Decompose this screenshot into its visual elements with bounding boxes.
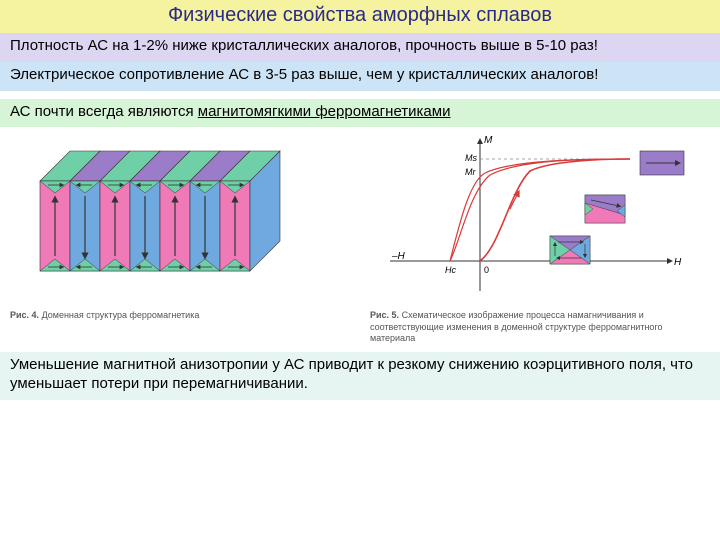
label-Ms: Ms bbox=[465, 153, 477, 163]
axis-M: M bbox=[484, 135, 493, 146]
bottom-band-text: Уменьшение магнитной анизотропии у АС пр… bbox=[10, 356, 693, 392]
figure-5-caption: Рис. 5. Схематическое изображение процес… bbox=[370, 310, 710, 344]
property-band-3-underlined: магнитомягкими ферромагнетиками bbox=[198, 103, 451, 120]
property-band-2: Электрическое сопротивление АС в 3-5 раз… bbox=[0, 62, 720, 91]
axis-negH: –H bbox=[391, 251, 406, 262]
property-band-3: АС почти всегда являются магнитомягкими … bbox=[0, 99, 720, 128]
figure-4-caption-text: Доменная структура ферромагнетика bbox=[39, 310, 199, 320]
label-Mr: Mr bbox=[465, 167, 476, 177]
property-band-1-text: Плотность АС на 1-2% ниже кристаллически… bbox=[10, 37, 598, 54]
property-band-1: Плотность АС на 1-2% ниже кристаллически… bbox=[0, 33, 720, 62]
figure-4: Рис. 4. Доменная структура ферромагнетик… bbox=[10, 131, 350, 344]
label-Hc: Hc bbox=[445, 265, 456, 275]
slide-title-text: Физические свойства аморфных сплавов bbox=[168, 4, 552, 26]
property-band-2-text: Электрическое сопротивление АС в 3-5 раз… bbox=[10, 66, 598, 83]
figure-4-svg bbox=[10, 131, 310, 301]
figure-4-caption-num: Рис. 4. bbox=[10, 310, 39, 320]
slide-title: Физические свойства аморфных сплавов bbox=[0, 0, 720, 33]
figures-row: Рис. 4. Доменная структура ферромагнетик… bbox=[0, 127, 720, 344]
axis-H: H bbox=[674, 257, 682, 268]
spacer bbox=[0, 91, 720, 99]
figure-5-svg: H –H M Ms Mr Hc 0 bbox=[370, 131, 710, 301]
figure-5-caption-text: Схематическое изображение процесса намаг… bbox=[370, 310, 663, 343]
bottom-band: Уменьшение магнитной анизотропии у АС пр… bbox=[0, 352, 720, 400]
figure-4-caption: Рис. 4. Доменная структура ферромагнетик… bbox=[10, 310, 350, 321]
property-band-3-prefix: АС почти всегда являются bbox=[10, 103, 198, 120]
figure-5-caption-num: Рис. 5. bbox=[370, 310, 399, 320]
label-origin: 0 bbox=[484, 265, 489, 275]
figure-5: H –H M Ms Mr Hc 0 bbox=[370, 131, 710, 344]
